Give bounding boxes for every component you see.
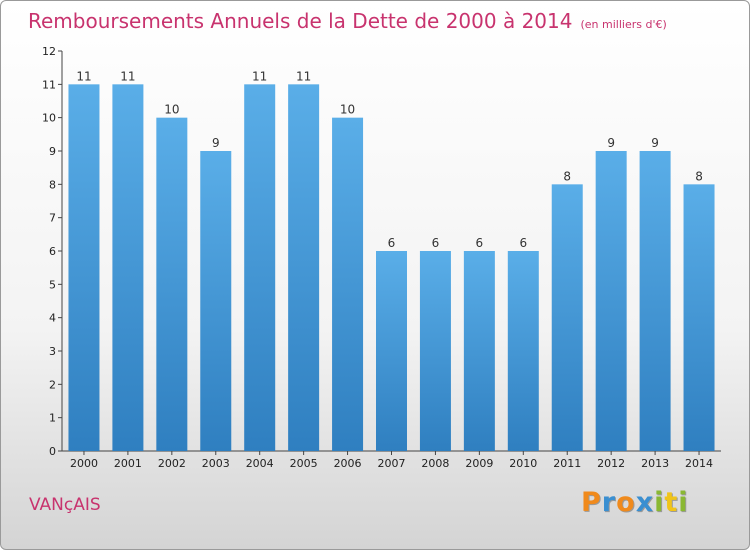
x-tick-label: 2001 — [114, 457, 142, 470]
x-tick-label: 2008 — [421, 457, 449, 470]
bar — [112, 84, 144, 451]
bar — [507, 251, 539, 451]
bar — [683, 184, 715, 452]
y-tick-label: 2 — [49, 378, 56, 391]
bar-value-label: 11 — [120, 69, 135, 83]
x-tick-label: 2014 — [685, 457, 713, 470]
bar-value-label: 8 — [563, 169, 571, 183]
y-tick-label: 4 — [49, 312, 56, 325]
y-tick-label: 7 — [49, 212, 56, 225]
bar — [639, 151, 671, 451]
x-tick-label: 2009 — [465, 457, 493, 470]
bar — [551, 184, 583, 452]
x-tick-label: 2011 — [553, 457, 581, 470]
bar — [244, 84, 276, 451]
x-tick-label: 2013 — [641, 457, 669, 470]
logo-letter: t — [664, 487, 679, 518]
bars — [68, 84, 715, 452]
logo-letter: P — [581, 487, 602, 518]
y-tick-label: 3 — [49, 345, 56, 358]
y-tick-label: 0 — [49, 445, 56, 458]
logo-letter: r — [601, 487, 617, 518]
x-tick-label: 2012 — [597, 457, 625, 470]
bar — [156, 117, 188, 452]
bar — [332, 117, 364, 452]
x-tick-label: 2002 — [158, 457, 186, 470]
bar-value-label: 6 — [388, 236, 396, 250]
bar-value-label: 9 — [651, 136, 659, 150]
bar-value-label: 9 — [212, 136, 220, 150]
x-tick-label: 2007 — [378, 457, 406, 470]
bar-value-label: 8 — [695, 169, 703, 183]
x-tick-label: 2004 — [246, 457, 274, 470]
logo-letter: i — [678, 487, 689, 518]
town-name: VANçAIS — [29, 495, 101, 515]
logo-letter: o — [616, 487, 636, 518]
x-tick-label: 2005 — [290, 457, 318, 470]
bar — [68, 84, 100, 451]
y-tick-label: 8 — [49, 178, 56, 191]
y-tick-label: 12 — [42, 45, 56, 58]
bar — [288, 84, 320, 451]
x-tick-label: 2000 — [70, 457, 98, 470]
bar — [463, 251, 495, 451]
bar-value-label: 6 — [476, 236, 484, 250]
y-tick-label: 11 — [42, 78, 56, 91]
x-tick-label: 2010 — [509, 457, 537, 470]
bar — [419, 251, 451, 451]
bar-value-label: 6 — [519, 236, 527, 250]
x-tick-label: 2006 — [334, 457, 362, 470]
logo-letter: x — [635, 487, 655, 518]
bar-value-label: 10 — [340, 103, 355, 117]
bar-value-label: 10 — [164, 103, 179, 117]
bar-value-label: 11 — [296, 69, 311, 83]
proxiti-logo: Proxiti — [581, 487, 689, 518]
y-tick-label: 10 — [42, 112, 56, 125]
y-tick-label: 9 — [49, 145, 56, 158]
chart-title: Remboursements Annuels de la Dette de 20… — [28, 9, 667, 33]
y-tick-label: 1 — [49, 412, 56, 425]
bar — [376, 251, 407, 451]
y-tick-label: 6 — [49, 245, 56, 258]
y-tick-label: 5 — [49, 278, 56, 291]
chart-subtitle: (en milliers d'€) — [580, 18, 667, 31]
value-labels: 11 11 10 9 11 11 10 6 6 6 6 8 9 9 8 — [76, 69, 703, 250]
bar — [595, 151, 627, 451]
bar-value-label: 11 — [76, 69, 91, 83]
bar — [200, 151, 232, 451]
bar-value-label: 9 — [607, 136, 615, 150]
bar-value-label: 11 — [252, 69, 267, 83]
bar-value-label: 6 — [432, 236, 440, 250]
x-tick-label: 2003 — [202, 457, 230, 470]
chart-title-text: Remboursements Annuels de la Dette de 20… — [28, 9, 573, 33]
logo-letter: i — [654, 487, 665, 518]
